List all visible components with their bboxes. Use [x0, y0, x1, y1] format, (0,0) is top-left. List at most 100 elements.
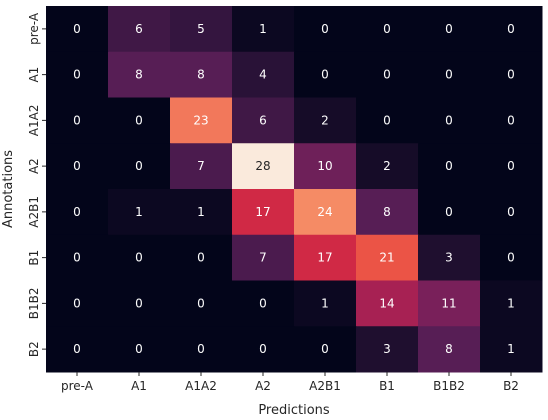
x-axis-title: Predictions	[258, 403, 330, 418]
heatmap-cell-B1-A2	[232, 234, 295, 281]
heatmap-cell-A2B1-B1B2	[418, 189, 481, 236]
heatmap-cell-pre-A-A2	[232, 6, 295, 53]
y-tick-label: A1	[27, 67, 41, 83]
heatmap-cell-A2B1-A1	[108, 189, 171, 236]
x-tick-label: A2B1	[309, 379, 341, 393]
heatmap-cell-value: 1	[321, 296, 329, 310]
y-tick-label: B1B2	[27, 288, 41, 320]
heatmap-cell-value: 17	[317, 251, 332, 265]
heatmap-cell-value: 0	[73, 68, 81, 82]
heatmap-cell-value: 23	[193, 113, 208, 127]
heatmap-cell-A1A2-B1B2	[418, 97, 481, 144]
heatmap-cell-pre-A-A1	[108, 6, 171, 53]
heatmap-cell-value: 0	[73, 22, 81, 36]
heatmap-cell-value: 0	[321, 68, 329, 82]
heatmap-cell-value: 0	[445, 22, 453, 36]
heatmap-cell-A2B1-A1A2	[170, 189, 233, 236]
heatmap-cell-value: 0	[197, 251, 205, 265]
heatmap-cell-B1B2-B1B2	[418, 280, 481, 327]
heatmap-cell-value: 6	[259, 113, 267, 127]
heatmap-cell-A1-A1A2	[170, 51, 233, 98]
heatmap-cell-value: 10	[317, 159, 332, 173]
heatmap-cell-value: 24	[317, 205, 332, 219]
heatmap-cell-value: 0	[73, 159, 81, 173]
heatmap-cell-B1B2-A2	[232, 280, 295, 327]
heatmap-cell-value: 0	[259, 342, 267, 356]
heatmap-cell-value: 0	[383, 113, 391, 127]
x-tick-label: A2	[255, 379, 271, 393]
heatmap-cell-value: 0	[135, 342, 143, 356]
heatmap-cell-value: 3	[445, 251, 453, 265]
x-tick-label: B1B2	[433, 379, 465, 393]
heatmap-cell-value: 1	[135, 205, 143, 219]
heatmap-cell-value: 0	[321, 22, 329, 36]
y-tick-label: A1A2	[27, 105, 41, 137]
heatmap-cell-value: 0	[445, 113, 453, 127]
y-axis: pre-A A1 A1A2 A2 A2B1 B1 B1B2 B2	[27, 12, 46, 357]
heatmap-cell-value: 1	[197, 205, 205, 219]
heatmap-cell-value: 0	[73, 296, 81, 310]
heatmap-cell-value: 0	[321, 342, 329, 356]
heatmap-cell-A1A2-pre-A	[46, 97, 109, 144]
heatmap-cell-value: 21	[379, 251, 394, 265]
heatmap-cell-value: 3	[383, 342, 391, 356]
heatmap-cell-value: 0	[73, 205, 81, 219]
heatmap-cell-B2-B1B2	[418, 326, 481, 373]
heatmap-cell-A2-A2B1	[294, 143, 357, 190]
heatmap-cell-A2B1-pre-A	[46, 189, 109, 236]
heatmap-cell-value: 17	[255, 205, 270, 219]
heatmap-cell-value: 7	[259, 251, 267, 265]
heatmap-cell-A2-B1	[356, 143, 419, 190]
heatmap-cell-value: 8	[197, 68, 205, 82]
heatmap-cell-value: 14	[379, 296, 394, 310]
heatmap-cell-A2-A1	[108, 143, 171, 190]
heatmap-cell-A1A2-B1	[356, 97, 419, 144]
y-tick-label: pre-A	[27, 12, 41, 45]
heatmap-cell-value: 0	[197, 342, 205, 356]
heatmap-cells	[46, 6, 543, 373]
heatmap-cell-labels: 0 6 5 1 0 0 0 00 8 8 4 0 0 0 00 0 23 6 2 0 0 00 0 7 28 10 2 0 00 1 1 17…	[73, 22, 515, 356]
heatmap-cell-value: 0	[135, 251, 143, 265]
heatmap-cell-pre-A-B1B2	[418, 6, 481, 53]
heatmap-cell-value: 2	[383, 159, 391, 173]
heatmap-cell-value: 0	[73, 342, 81, 356]
heatmap-cell-value: 0	[507, 113, 515, 127]
heatmap-cell-value: 0	[383, 22, 391, 36]
heatmap-cell-A1-B1B2	[418, 51, 481, 98]
heatmap-cell-B2-A1A2	[170, 326, 233, 373]
heatmap-cell-value: 0	[507, 68, 515, 82]
heatmap-cell-value: 0	[507, 159, 515, 173]
heatmap-cell-B1-pre-A	[46, 234, 109, 281]
heatmap-cell-pre-A-pre-A	[46, 6, 109, 53]
heatmap-cell-A1-pre-A	[46, 51, 109, 98]
heatmap-cell-A1-A2B1	[294, 51, 357, 98]
heatmap-cell-value: 0	[507, 251, 515, 265]
heatmap-cell-value: 2	[321, 113, 329, 127]
heatmap-cell-value: 1	[507, 342, 515, 356]
heatmap-cell-B2-A2B1	[294, 326, 357, 373]
heatmap-cell-value: 8	[383, 205, 391, 219]
y-tick-label: B1	[27, 250, 41, 266]
heatmap-cell-B1-A2B1	[294, 234, 357, 281]
y-tick-label: B2	[27, 341, 41, 357]
heatmap-cell-B2-A1	[108, 326, 171, 373]
x-tick-label: A1	[131, 379, 147, 393]
heatmap-cell-B1B2-A1A2	[170, 280, 233, 327]
heatmap-cell-A1A2-A1	[108, 97, 171, 144]
heatmap-cell-A1A2-A1A2	[170, 97, 233, 144]
heatmap-cell-pre-A-B2	[480, 6, 543, 53]
heatmap-cell-value: 0	[507, 22, 515, 36]
heatmap-cell-value: 5	[197, 22, 205, 36]
x-tick-label: pre-A	[61, 379, 94, 393]
heatmap-cell-value: 0	[135, 159, 143, 173]
heatmap-cell-value: 0	[259, 296, 267, 310]
heatmap-cell-value: 0	[445, 68, 453, 82]
heatmap-cell-value: 0	[135, 296, 143, 310]
heatmap-cell-B1B2-pre-A	[46, 280, 109, 327]
heatmap-cell-A1A2-B2	[480, 97, 543, 144]
heatmap-cell-A2B1-A2B1	[294, 189, 357, 236]
heatmap-cell-B1-B1	[356, 234, 419, 281]
heatmap-cell-value: 8	[135, 68, 143, 82]
heatmap-cell-B1B2-A1	[108, 280, 171, 327]
